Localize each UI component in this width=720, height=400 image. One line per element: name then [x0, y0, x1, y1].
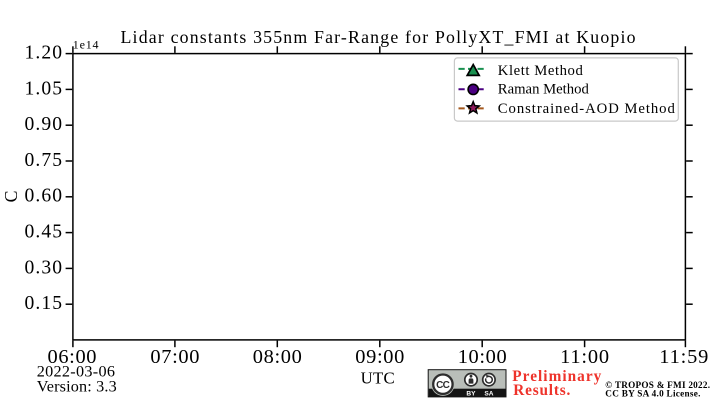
svg-text:11:00: 11:00: [560, 346, 609, 368]
svg-text:CC BY SA 4.0 License.: CC BY SA 4.0 License.: [605, 389, 700, 399]
svg-text:0.60: 0.60: [25, 186, 63, 207]
svg-text:SA: SA: [484, 390, 493, 397]
svg-text:06:00: 06:00: [48, 346, 97, 368]
svg-text:07:00: 07:00: [150, 346, 199, 368]
svg-text:1.20: 1.20: [25, 43, 63, 64]
svg-text:09:00: 09:00: [355, 346, 404, 368]
svg-text:0.90: 0.90: [25, 114, 63, 135]
svg-text:0.15: 0.15: [25, 293, 63, 314]
svg-text:0.45: 0.45: [25, 222, 63, 243]
svg-text:Raman Method: Raman Method: [498, 82, 590, 98]
svg-text:CC: CC: [436, 380, 450, 391]
svg-text:Lidar constants 355nm Far-Rang: Lidar constants 355nm Far-Range for Poll…: [121, 27, 636, 47]
svg-text:Results.: Results.: [513, 382, 570, 399]
svg-text:Constrained-AOD Method: Constrained-AOD Method: [498, 101, 676, 117]
svg-text:0.75: 0.75: [25, 150, 63, 171]
svg-text:UTC: UTC: [361, 369, 395, 388]
svg-text:1e14: 1e14: [73, 37, 100, 51]
svg-text:11:59: 11:59: [659, 346, 708, 368]
svg-text:1.05: 1.05: [25, 78, 63, 99]
svg-text:© TROPOS & FMI 2022.: © TROPOS & FMI 2022.: [605, 380, 710, 390]
svg-text:Version: 3.3: Version: 3.3: [37, 378, 117, 396]
svg-text:08:00: 08:00: [253, 346, 302, 368]
svg-text:10:00: 10:00: [458, 346, 507, 368]
svg-text:Klett Method: Klett Method: [498, 63, 584, 79]
svg-text:2022-03-06: 2022-03-06: [37, 363, 115, 381]
svg-text:0.30: 0.30: [25, 257, 63, 278]
svg-text:Preliminary: Preliminary: [512, 368, 601, 385]
svg-text:C: C: [1, 191, 21, 203]
svg-text:BY: BY: [466, 390, 476, 397]
